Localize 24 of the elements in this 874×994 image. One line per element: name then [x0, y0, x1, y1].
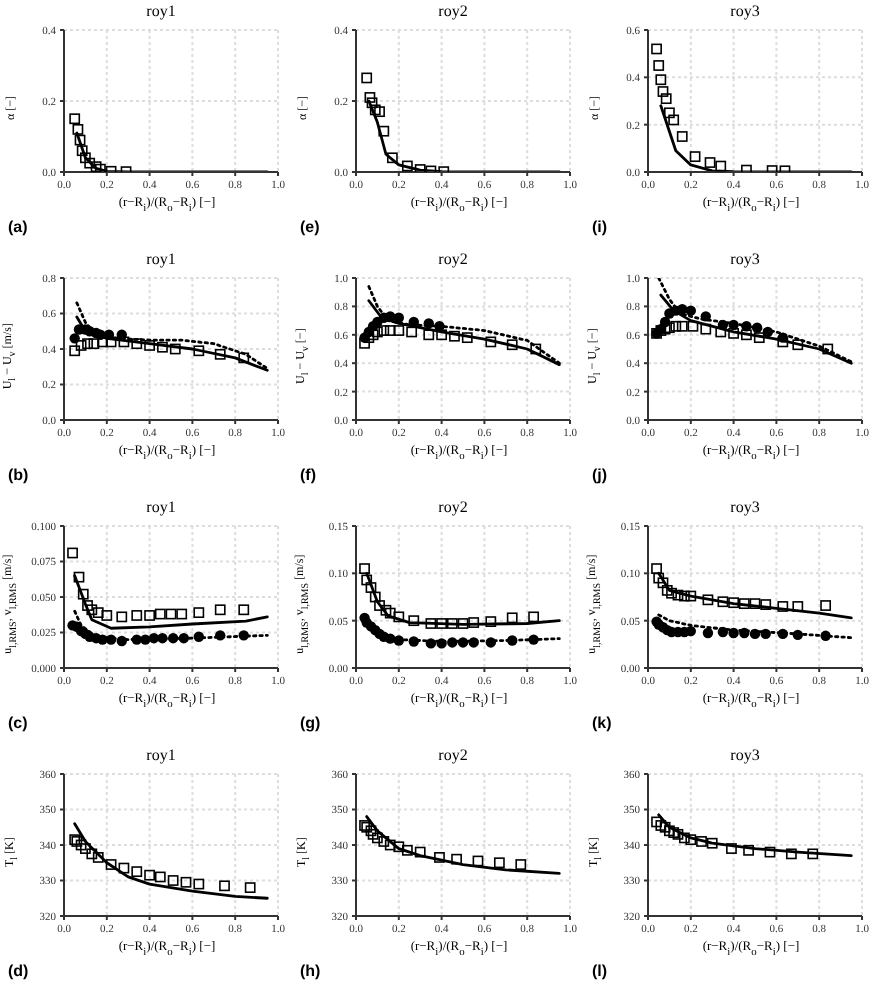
- chart-title: roy2: [436, 0, 470, 24]
- chart-title: roy1: [144, 0, 178, 24]
- text: (i): [590, 216, 610, 240]
- text: (a): [6, 216, 30, 240]
- text: (k): [590, 712, 614, 736]
- chart-title: roy3: [728, 248, 762, 272]
- text: (f): [298, 464, 318, 488]
- chart-title: roy1: [144, 744, 178, 768]
- text: (j): [590, 464, 610, 488]
- chart-title: roy1: [144, 248, 178, 272]
- text: (h): [298, 960, 323, 984]
- chart-title: roy3: [728, 744, 762, 768]
- text: (g): [298, 712, 323, 736]
- text: (e): [298, 216, 322, 240]
- text: (d): [6, 960, 31, 984]
- text: (l): [590, 960, 610, 984]
- chart-title: roy2: [436, 744, 470, 768]
- text: (c): [6, 712, 30, 736]
- chart-title: roy3: [728, 496, 762, 520]
- chart-title: roy3: [728, 0, 762, 24]
- text: (b): [6, 464, 31, 488]
- chart-title: roy2: [436, 496, 470, 520]
- chart-title: roy2: [436, 248, 470, 272]
- chart-title: roy1: [144, 496, 178, 520]
